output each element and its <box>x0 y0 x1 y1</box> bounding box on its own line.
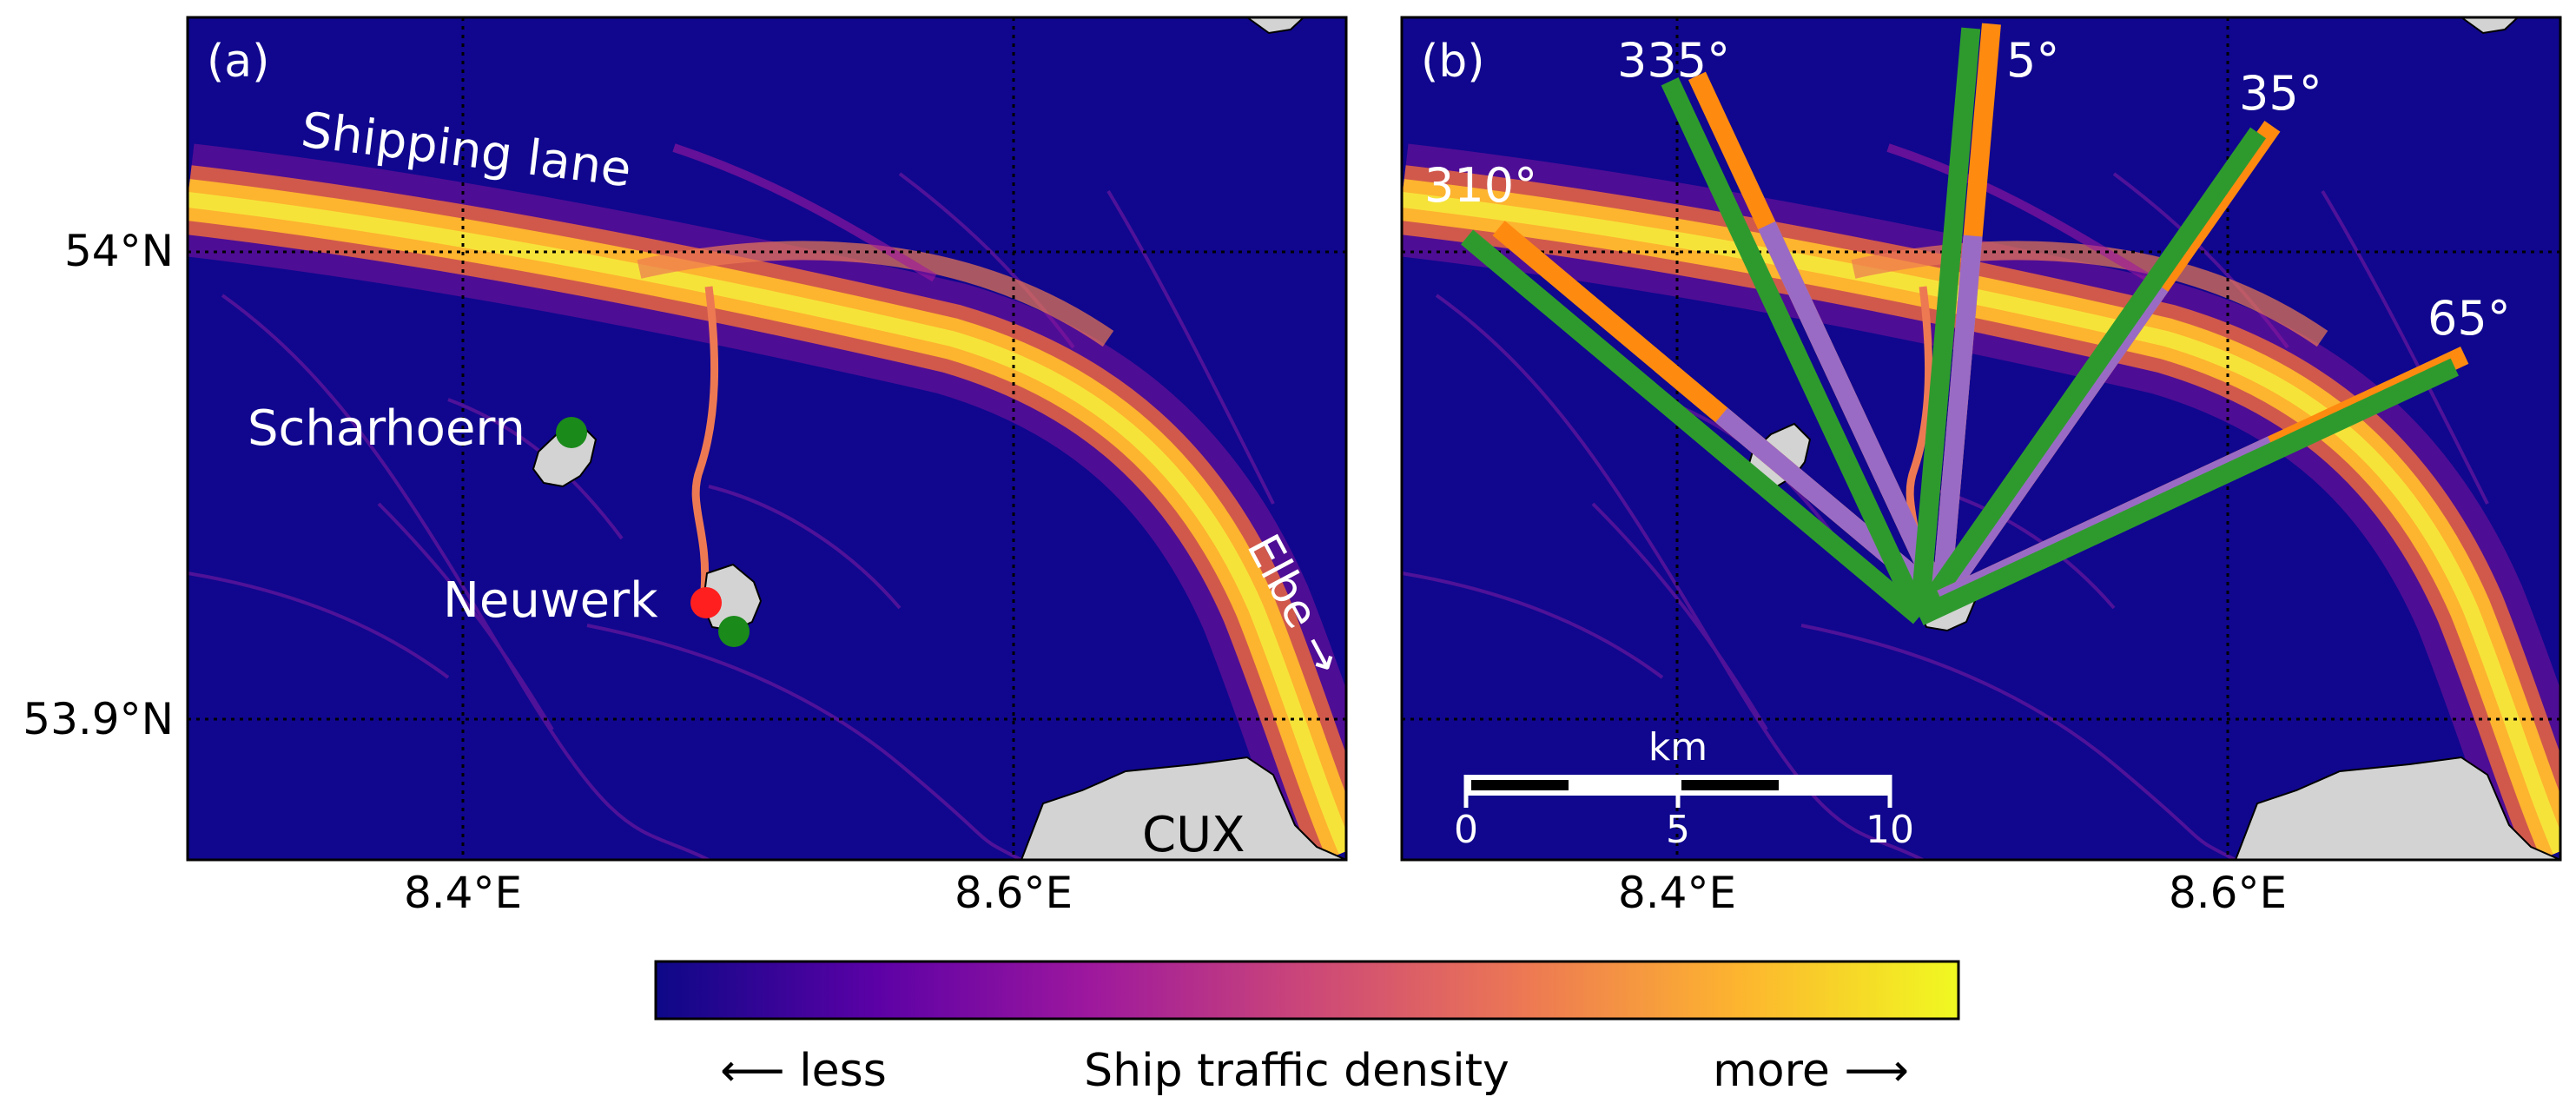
panel-b-map: (b) 310° 335° 5° 35° 65° km 0 5 10 8.4°E 8.6… <box>1400 16 2562 918</box>
y-tick-54: 54°N <box>64 226 174 276</box>
beam-35-green <box>1911 127 2267 623</box>
beam-label-5: 5° <box>2006 33 2059 88</box>
beam-label-335: 335° <box>1617 33 1730 88</box>
panel-b-label: (b) <box>1421 36 1485 88</box>
beam-335-green <box>1661 77 1928 621</box>
scalebar-tick-5: 5 <box>1666 808 1690 852</box>
colorbar-gradient <box>654 960 1960 1021</box>
y-tick-53-9: 53.9°N <box>23 694 174 744</box>
scharhoern-label: Scharhoern <box>248 400 525 457</box>
beam-65-green <box>1915 358 2459 625</box>
beam-5-green <box>1910 27 1981 618</box>
colorbar-more-label: more ⟶ <box>1713 1045 1909 1097</box>
colorbar: ⟵ less Ship traffic density more ⟶ <box>654 960 1960 1097</box>
scalebar-tick-0: 0 <box>1454 808 1478 852</box>
beam-310-green <box>1461 229 1926 624</box>
x-tick-a-1: 8.4°E <box>404 868 522 918</box>
beam-label-65: 65° <box>2427 291 2511 346</box>
x-tick-b-2: 8.6°E <box>2169 868 2287 918</box>
scalebar: km 0 5 10 <box>1454 725 1914 852</box>
cux-label: CUX <box>1142 807 1245 863</box>
x-tick-b-1: 8.4°E <box>1618 868 1736 918</box>
panel-a-label: (a) <box>207 36 269 88</box>
scharhoern-station-marker <box>556 417 587 448</box>
panel-a-map: (a) Shipping lane Scharhoern Neuwerk Elb… <box>23 16 1352 918</box>
beam-labels: 310° 335° 5° 35° 65° <box>1424 33 2511 346</box>
scalebar-tick-10: 10 <box>1866 808 1914 852</box>
beam-335-purple <box>1758 221 1950 604</box>
x-tick-a-2: 8.6°E <box>954 868 1073 918</box>
beam-group <box>1461 23 2469 625</box>
beam-label-310: 310° <box>1424 158 1537 213</box>
scalebar-unit: km <box>1648 725 1707 770</box>
neuwerk-red-marker <box>690 587 722 618</box>
beam-label-35: 35° <box>2239 66 2322 121</box>
beam-5-purple <box>1932 235 1983 600</box>
colorbar-less-label: ⟵ less <box>720 1045 887 1097</box>
neuwerk-label: Neuwerk <box>443 572 658 629</box>
colorbar-title: Ship traffic density <box>1084 1045 1509 1097</box>
neuwerk-station-marker <box>718 616 750 647</box>
